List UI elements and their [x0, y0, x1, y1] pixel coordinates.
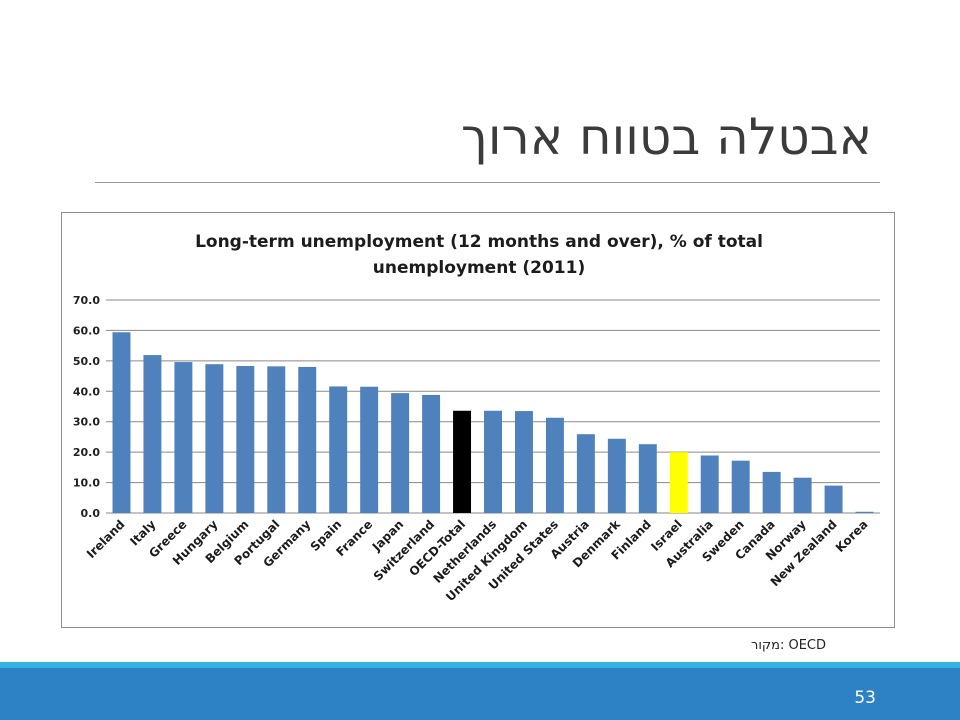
chart-title-line-1: Long-term unemployment (12 months and ov…	[195, 232, 763, 252]
bar-austria	[576, 434, 595, 513]
bar-portugal	[267, 366, 286, 513]
bar-italy	[143, 355, 162, 513]
bar-germany	[298, 366, 317, 513]
bar-canada	[762, 471, 781, 513]
bar-netherlands	[484, 410, 502, 513]
bar-united-states	[545, 417, 564, 513]
bar-switzerland	[422, 394, 441, 513]
bar-korea	[855, 511, 874, 513]
x-tick-label: Ireland	[84, 517, 128, 561]
bar-japan	[391, 393, 410, 513]
bar-norway	[793, 477, 812, 513]
y-tick-label: 70.0	[73, 294, 100, 307]
slide-title: אבטלה בטווח ארוך	[461, 108, 872, 166]
chart-title-line-2: unemployment (2011)	[372, 258, 586, 278]
page-number: 53	[854, 688, 876, 708]
source-note: מקור: OECD	[751, 638, 826, 653]
bar-hungary	[205, 364, 224, 513]
y-tick-label: 60.0	[73, 324, 100, 337]
bar-oecd-total	[453, 410, 472, 513]
y-tick-label: 50.0	[73, 355, 100, 368]
bar-belgium	[236, 366, 255, 513]
bar-sweden	[731, 460, 750, 513]
bar-spain	[329, 386, 348, 513]
title-divider	[95, 182, 880, 183]
y-tick-label: 20.0	[73, 446, 100, 459]
bar-united-kingdom	[514, 411, 533, 513]
footer-bar	[0, 668, 960, 720]
bar-ireland	[112, 332, 131, 513]
y-tick-label: 0.0	[81, 507, 101, 520]
bar-new-zealand	[824, 485, 843, 513]
y-tick-label: 40.0	[73, 385, 100, 398]
bar-france	[360, 386, 379, 513]
y-tick-label: 10.0	[73, 477, 100, 490]
y-tick-label: 30.0	[73, 416, 100, 429]
x-tick-label: Korea	[833, 517, 871, 555]
footer-accent-bar	[0, 662, 960, 668]
bar-israel	[669, 452, 688, 513]
bar-finland	[638, 444, 657, 513]
bar-australia	[700, 455, 719, 513]
bar-denmark	[607, 438, 626, 513]
bar-greece	[174, 362, 193, 513]
chart-frame: Long-term unemployment (12 months and ov…	[61, 212, 895, 628]
